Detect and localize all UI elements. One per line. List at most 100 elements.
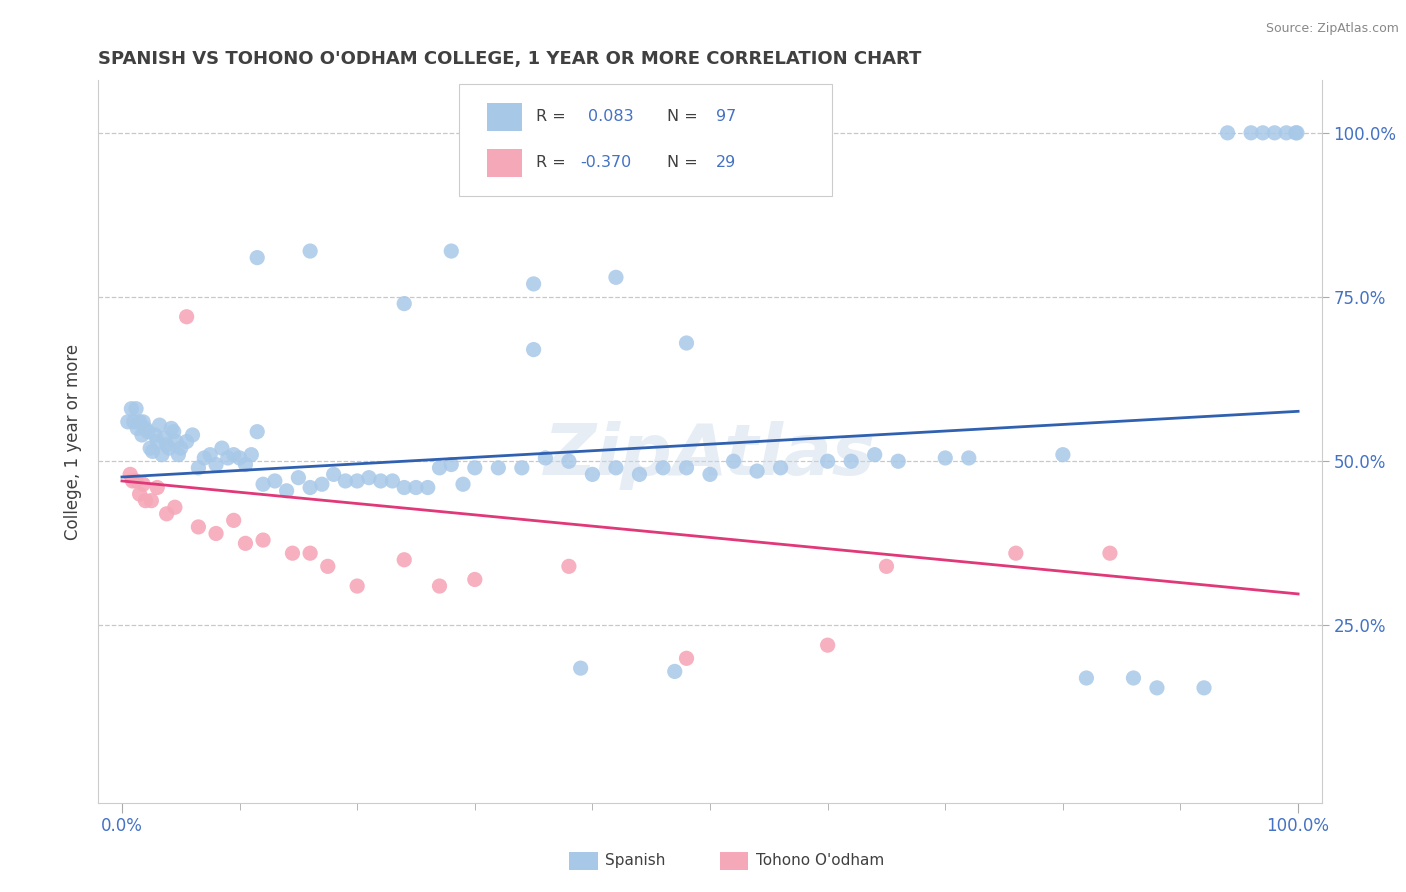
Text: N =: N = xyxy=(668,155,703,170)
Point xyxy=(1240,126,1263,140)
Point xyxy=(252,477,274,491)
Point xyxy=(176,310,198,324)
Point xyxy=(163,500,186,515)
Point xyxy=(699,467,721,482)
Point xyxy=(187,520,209,534)
Point xyxy=(863,448,886,462)
Point xyxy=(205,458,228,472)
Point xyxy=(157,441,180,455)
Point xyxy=(405,481,427,495)
Point xyxy=(117,415,139,429)
Point xyxy=(464,573,486,587)
Point xyxy=(839,454,862,468)
Point xyxy=(205,526,228,541)
Point xyxy=(934,450,956,465)
Point xyxy=(652,460,675,475)
Point xyxy=(558,559,581,574)
Point xyxy=(132,477,155,491)
Point xyxy=(346,579,368,593)
Point xyxy=(134,421,156,435)
Point xyxy=(163,425,186,439)
Point xyxy=(235,458,257,472)
Point xyxy=(769,460,792,475)
Point xyxy=(392,296,415,310)
Point xyxy=(392,553,415,567)
Point xyxy=(217,450,239,465)
Point xyxy=(187,460,209,475)
FancyBboxPatch shape xyxy=(488,149,522,177)
Point xyxy=(1285,126,1308,140)
Point xyxy=(299,244,322,258)
Point xyxy=(957,450,980,465)
Point xyxy=(120,401,142,416)
Point xyxy=(170,441,193,455)
Point xyxy=(198,448,221,462)
Point xyxy=(132,415,155,429)
Text: Spanish: Spanish xyxy=(605,854,665,868)
Text: 29: 29 xyxy=(716,155,737,170)
Point xyxy=(141,444,163,458)
Point xyxy=(875,559,897,574)
Point xyxy=(136,425,159,439)
Point xyxy=(523,343,546,357)
Point xyxy=(1275,126,1298,140)
Point xyxy=(156,438,179,452)
Point xyxy=(1122,671,1144,685)
Y-axis label: College, 1 year or more: College, 1 year or more xyxy=(65,343,83,540)
Point xyxy=(153,431,176,445)
Text: ZipAtlas: ZipAtlas xyxy=(544,422,876,491)
Point xyxy=(723,454,745,468)
Point xyxy=(128,487,150,501)
Text: SPANISH VS TOHONO O'ODHAM COLLEGE, 1 YEAR OR MORE CORRELATION CHART: SPANISH VS TOHONO O'ODHAM COLLEGE, 1 YEA… xyxy=(98,50,922,68)
Point xyxy=(1264,126,1286,140)
Point xyxy=(1052,448,1074,462)
Text: -0.370: -0.370 xyxy=(581,155,631,170)
Point xyxy=(121,474,143,488)
Point xyxy=(605,460,627,475)
Point xyxy=(235,536,257,550)
Text: 97: 97 xyxy=(716,110,737,124)
Point xyxy=(440,244,463,258)
Point xyxy=(381,474,404,488)
Point xyxy=(120,467,142,482)
Point xyxy=(287,471,309,485)
Point xyxy=(451,477,474,491)
Text: Source: ZipAtlas.com: Source: ZipAtlas.com xyxy=(1265,22,1399,36)
Point xyxy=(887,454,910,468)
Point xyxy=(581,467,603,482)
Text: R =: R = xyxy=(536,155,571,170)
Point xyxy=(240,448,263,462)
Point xyxy=(664,665,686,679)
Point xyxy=(357,471,380,485)
Point xyxy=(125,401,148,416)
Point xyxy=(222,513,245,527)
Point xyxy=(335,474,357,488)
FancyBboxPatch shape xyxy=(460,84,832,196)
Point xyxy=(181,428,204,442)
Point xyxy=(817,454,839,468)
Point xyxy=(141,493,163,508)
Point xyxy=(156,507,179,521)
Point xyxy=(429,579,451,593)
Point xyxy=(1251,126,1274,140)
Point xyxy=(211,441,233,455)
Point xyxy=(486,460,509,475)
Point xyxy=(510,460,533,475)
Text: 0.083: 0.083 xyxy=(588,110,633,124)
Point xyxy=(150,448,173,462)
Point xyxy=(675,460,697,475)
Point xyxy=(146,481,169,495)
Point xyxy=(176,434,198,449)
Point xyxy=(605,270,627,285)
Point xyxy=(146,434,169,449)
Point xyxy=(745,464,768,478)
Point xyxy=(675,336,697,351)
Point xyxy=(1285,126,1308,140)
Point xyxy=(370,474,392,488)
Point xyxy=(464,460,486,475)
Point xyxy=(440,458,463,472)
Point xyxy=(416,481,439,495)
Point xyxy=(817,638,839,652)
Text: N =: N = xyxy=(668,110,703,124)
Point xyxy=(127,421,149,435)
